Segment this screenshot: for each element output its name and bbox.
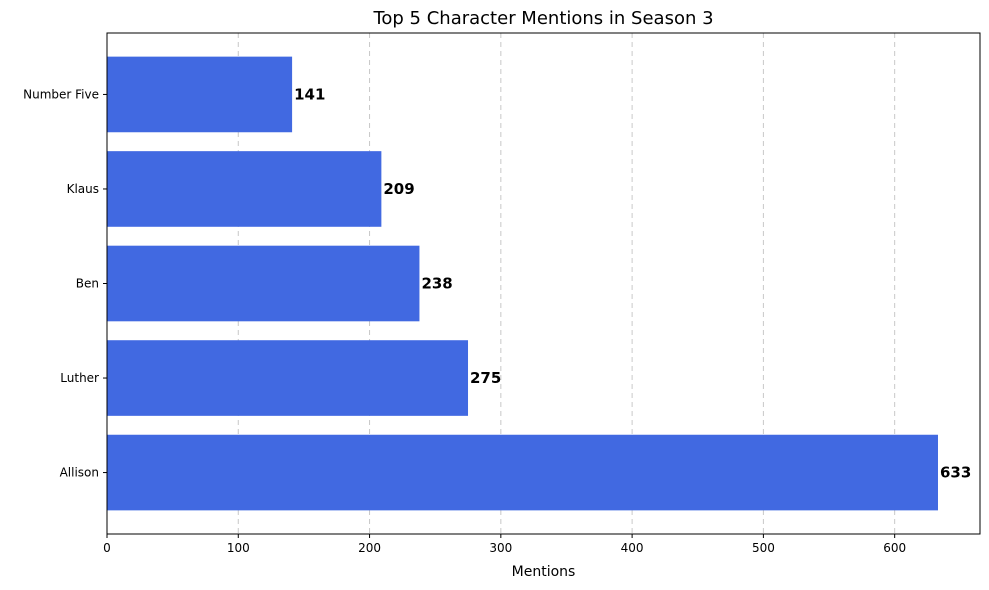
x-tick-label: 200 xyxy=(358,541,381,555)
chart-title: Top 5 Character Mentions in Season 3 xyxy=(372,8,713,29)
y-tick-label: Ben xyxy=(76,277,99,291)
data-label: 275 xyxy=(470,369,501,387)
y-tick-label: Allison xyxy=(60,466,99,480)
x-tick-label: 500 xyxy=(752,541,775,555)
y-tick-label: Number Five xyxy=(23,87,99,101)
data-label: 238 xyxy=(421,275,452,293)
y-tick-label: Luther xyxy=(60,371,99,385)
y-axis-ticks: Allison Luther Ben Klaus Number Five xyxy=(23,87,107,480)
bars xyxy=(107,56,938,511)
x-axis-ticks: 0 100 200 300 400 500 600 xyxy=(103,534,906,555)
bar xyxy=(107,56,293,133)
x-axis-label: Mentions xyxy=(512,564,576,580)
x-tick-label: 100 xyxy=(227,541,250,555)
data-label: 633 xyxy=(940,464,971,482)
bar xyxy=(107,151,382,227)
x-tick-label: 300 xyxy=(489,541,512,555)
y-tick-label: Klaus xyxy=(67,182,99,196)
bar xyxy=(107,245,420,322)
x-tick-label: 400 xyxy=(621,541,644,555)
data-label: 141 xyxy=(294,85,325,103)
data-label: 209 xyxy=(383,180,414,198)
bar xyxy=(107,434,938,511)
x-tick-label: 0 xyxy=(103,541,111,555)
x-tick-label: 600 xyxy=(883,541,906,555)
data-labels: 633 275 238 209 141 xyxy=(294,85,971,481)
bar xyxy=(107,340,469,416)
